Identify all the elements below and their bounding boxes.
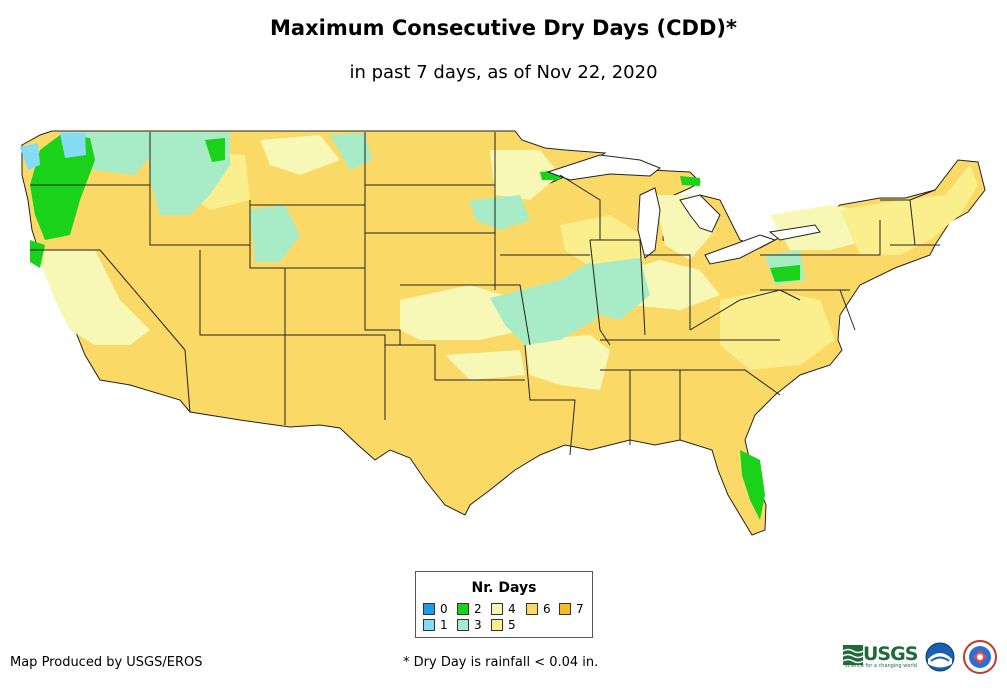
- zone-2-days: [30, 135, 800, 520]
- legend-label-3: 3: [474, 618, 482, 632]
- legend-swatch-5: [491, 619, 503, 631]
- legend-label-2: 2: [474, 602, 482, 616]
- legend-label-4: 4: [508, 602, 516, 616]
- state-borders: [30, 132, 940, 456]
- legend-swatch-1: [423, 619, 435, 631]
- usgs-wave-icon: [843, 645, 863, 665]
- footnote-text: * Dry Day is rainfall < 0.04 in.: [403, 655, 599, 670]
- legend-swatch-6: [526, 603, 538, 615]
- legend-label-0: 0: [440, 602, 448, 616]
- nws-logo-icon: [963, 640, 997, 674]
- legend-swatch-7: [559, 603, 571, 615]
- great-lakes: [546, 154, 821, 265]
- legend-label-5: 5: [508, 618, 516, 632]
- zone-3-days: [60, 132, 805, 345]
- map-subtitle: in past 7 days, as of Nov 22, 2020: [349, 62, 658, 83]
- legend: Nr. Days 0 1 2 3 4 5 6 7: [415, 571, 593, 638]
- legend-label-1: 1: [440, 618, 448, 632]
- legend-swatch-0: [423, 603, 435, 615]
- usgs-logo: USGS science for a changing world: [843, 643, 918, 669]
- credit-text: Map Produced by USGS/EROS: [10, 655, 203, 670]
- zone-1-day: [20, 133, 86, 170]
- usgs-wordmark: USGS: [863, 643, 918, 665]
- usgs-tagline: science for a changing world: [845, 663, 917, 669]
- legend-swatch-4: [491, 603, 503, 615]
- noaa-logo-icon: [925, 642, 955, 672]
- map-title: Maximum Consecutive Dry Days (CDD)*: [270, 16, 737, 40]
- legend-swatch-2: [457, 603, 469, 615]
- legend-label-6: 6: [543, 602, 551, 616]
- legend-title: Nr. Days: [471, 580, 537, 596]
- legend-swatch-3: [457, 619, 469, 631]
- legend-label-7: 7: [576, 602, 584, 616]
